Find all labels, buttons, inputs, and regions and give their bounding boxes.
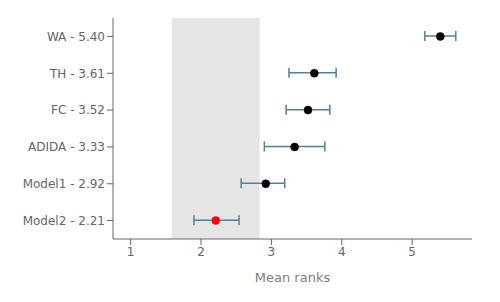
svg-text:WA - 5.40: WA - 5.40 [47,30,105,44]
svg-text:ADIDA - 3.33: ADIDA - 3.33 [28,140,105,154]
svg-text:Model2 - 2.21: Model2 - 2.21 [23,214,105,228]
svg-text:1: 1 [127,245,135,259]
svg-text:2: 2 [197,245,205,259]
svg-text:TH - 3.61: TH - 3.61 [49,67,105,81]
svg-text:Model1 - 2.92: Model1 - 2.92 [23,177,105,191]
svg-text:3: 3 [268,245,276,259]
svg-text:4: 4 [338,245,346,259]
svg-text:FC - 3.52: FC - 3.52 [51,103,105,117]
svg-text:5: 5 [408,245,416,259]
svg-text:Mean ranks: Mean ranks [255,270,331,285]
